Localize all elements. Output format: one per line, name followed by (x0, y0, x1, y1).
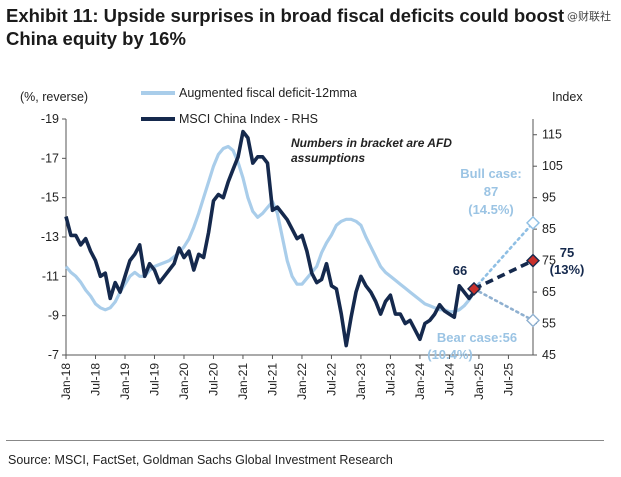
chart-title: Exhibit 11: Upside surprises in broad fi… (6, 5, 565, 49)
left-axis-title: (%, reverse) (20, 90, 88, 104)
x-tick-label: Jul-22 (324, 363, 338, 396)
bull-case-value: 87 (484, 184, 498, 199)
right-tick-label: 115 (542, 128, 562, 142)
right-tick-label: 85 (542, 222, 556, 236)
left-tick-label: -9 (48, 309, 59, 323)
left-tick-label: -17 (41, 151, 59, 165)
legend-afd-label: Augmented fiscal deficit-12mma (179, 86, 357, 100)
x-tick-label: Jul-23 (383, 363, 397, 396)
watermark: @财联社 (567, 10, 611, 23)
annotation-line-1: Numbers in bracket are AFD (291, 136, 452, 150)
x-tick-label: Jan-19 (118, 363, 132, 400)
x-tick-label: Jan-23 (354, 363, 368, 400)
legend-msci-label: MSCI China Index - RHS (179, 112, 318, 126)
bear-case-marker (526, 313, 540, 328)
annotation-line-2: assumptions (291, 151, 365, 165)
right-tick-label: 65 (542, 285, 556, 299)
x-tick-label: Jul-20 (206, 363, 220, 396)
right-tick-label: 75 (542, 254, 556, 268)
x-tick-label: Jan-24 (413, 363, 427, 400)
base-case-line (473, 258, 534, 291)
x-tick-label: Jan-21 (236, 363, 250, 400)
msci-series-line (64, 129, 476, 348)
x-tick-label: Jan-22 (295, 363, 309, 400)
bull-case-line (472, 221, 535, 291)
bear-case-assumption: (10.4%) (427, 347, 473, 362)
bear-case-line (472, 287, 535, 322)
left-tick-label: -7 (48, 348, 59, 362)
current-value-marker (467, 281, 482, 296)
right-tick-label: 105 (542, 159, 563, 173)
base-case-assumption: (13%) (550, 262, 585, 277)
bull-case-label: Bull case: (460, 166, 521, 181)
x-tick-label: Jan-20 (177, 363, 191, 400)
right-tick-label: 55 (542, 317, 556, 331)
chart: -19 -17 -15 -13 -11 -9 -7 115 105 95 85 75 65 55 45 Jan… (20, 86, 585, 400)
x-tick-label: Jul-25 (501, 363, 515, 396)
x-tick-label: Jul-19 (147, 363, 161, 396)
source-note: Source: MSCI, FactSet, Goldman Sachs Glo… (8, 453, 393, 467)
right-tick-label: 95 (542, 191, 556, 205)
afd-series-line (64, 144, 476, 314)
x-tick-label: Jul-18 (88, 363, 102, 396)
bear-case-label: Bear case:56 (437, 330, 517, 345)
x-tick-label: Jul-21 (265, 363, 279, 396)
base-case-marker (526, 253, 540, 268)
base-case-value: 75 (560, 245, 574, 260)
source-divider (6, 440, 604, 441)
x-tick-label: Jan-18 (59, 363, 73, 400)
current-value-label: 66 (453, 263, 467, 278)
left-tick-label: -13 (41, 230, 59, 244)
left-tick-label: -15 (41, 191, 59, 205)
bull-case-assumption: (14.5%) (468, 202, 514, 217)
left-tick-label: -19 (41, 112, 59, 126)
left-tick-label: -11 (42, 269, 59, 283)
right-tick-label: 45 (542, 348, 556, 362)
right-axis-title: Index (552, 90, 583, 104)
x-tick-label: Jan-25 (472, 363, 486, 400)
bull-case-marker (526, 215, 540, 230)
x-tick-label: Jul-24 (442, 363, 456, 396)
